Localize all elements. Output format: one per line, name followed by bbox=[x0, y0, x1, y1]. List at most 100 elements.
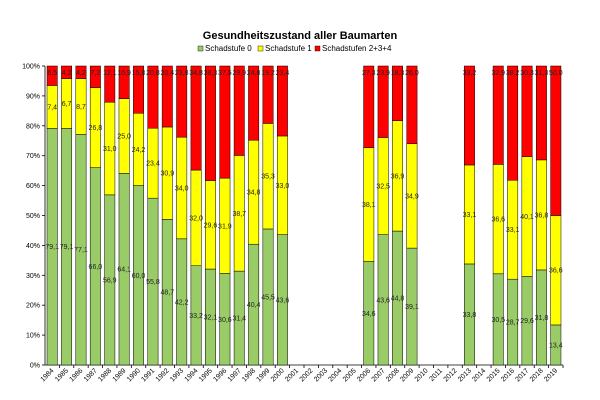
data-label: 23,9 bbox=[376, 70, 390, 77]
data-label: 42,2 bbox=[175, 299, 189, 306]
data-label: 7,2 bbox=[90, 70, 100, 77]
data-label: 31,9 bbox=[218, 223, 232, 230]
data-label: 37,5 bbox=[218, 70, 232, 77]
data-label: 23,4 bbox=[276, 70, 290, 77]
bar-segment bbox=[104, 65, 116, 103]
data-label: 45,5 bbox=[261, 294, 275, 301]
x-tick-label: 2013 bbox=[457, 367, 473, 383]
data-label: 50,0 bbox=[549, 70, 563, 77]
data-label: 43,6 bbox=[376, 297, 390, 304]
x-tick-label: 2017 bbox=[514, 367, 530, 383]
data-label: 24,8 bbox=[247, 70, 261, 77]
data-label: 31,0 bbox=[103, 146, 117, 153]
data-label: 30,6 bbox=[218, 317, 232, 324]
x-tick-label: 2003 bbox=[313, 367, 329, 383]
data-label: 31,8 bbox=[535, 315, 549, 322]
x-tick-label: 2004 bbox=[327, 367, 343, 383]
bar-segment bbox=[363, 65, 375, 148]
bar-segment bbox=[262, 65, 274, 124]
x-tick-label: 2006 bbox=[356, 367, 372, 383]
data-label: 30,5 bbox=[491, 317, 505, 324]
bar-segment bbox=[392, 65, 403, 121]
data-label: 48,7 bbox=[160, 290, 174, 297]
data-label: 26,8 bbox=[89, 125, 103, 132]
data-label: 6,7 bbox=[62, 101, 72, 108]
data-label: 7,4 bbox=[47, 104, 57, 111]
data-label: 30,9 bbox=[160, 171, 174, 178]
bar-segment bbox=[464, 65, 475, 166]
bar-segment bbox=[276, 65, 288, 137]
data-label: 36,8 bbox=[535, 212, 549, 219]
bar-segment bbox=[535, 65, 547, 161]
x-axis: 1984198519861987198819891990199119921993… bbox=[40, 364, 564, 383]
y-tick-label: 80% bbox=[26, 123, 40, 130]
x-tick-label: 1991 bbox=[140, 367, 156, 383]
x-tick-label: 2019 bbox=[543, 367, 559, 383]
data-label: 55,8 bbox=[146, 279, 160, 286]
data-label: 34,0 bbox=[175, 185, 189, 192]
data-label: 25,0 bbox=[117, 133, 131, 140]
data-label: 32,9 bbox=[491, 70, 505, 77]
bar-segment bbox=[46, 65, 58, 86]
x-tick-label: 2005 bbox=[342, 367, 358, 383]
data-label: 36,9 bbox=[391, 173, 405, 180]
bar-segment bbox=[61, 65, 73, 79]
data-label: 31,3 bbox=[535, 70, 549, 77]
data-label: 29,6 bbox=[204, 222, 218, 229]
data-label: 40,4 bbox=[247, 302, 261, 309]
bar-segment bbox=[521, 65, 533, 157]
bar-segment bbox=[219, 65, 231, 179]
data-label: 33,0 bbox=[276, 183, 290, 190]
data-label: 33,1 bbox=[506, 227, 520, 234]
x-tick-label: 2018 bbox=[529, 367, 545, 383]
legend-swatch-3 bbox=[314, 45, 321, 52]
data-label: 12,1 bbox=[103, 70, 117, 77]
bar-segment bbox=[133, 65, 144, 114]
data-label: 38,1 bbox=[362, 202, 376, 209]
data-label: 66,0 bbox=[89, 264, 103, 271]
x-tick-label: 2010 bbox=[414, 367, 430, 383]
x-tick-label: 1988 bbox=[97, 367, 113, 383]
y-tick-label: 20% bbox=[26, 303, 40, 310]
data-label: 13,4 bbox=[549, 342, 563, 349]
data-label: 30,3 bbox=[520, 70, 534, 77]
data-label: 36,6 bbox=[491, 217, 505, 224]
data-label: 34,8 bbox=[189, 70, 203, 77]
data-label: 32,0 bbox=[189, 215, 203, 222]
data-label: 24,2 bbox=[132, 147, 146, 154]
data-label: 23,4 bbox=[146, 161, 160, 168]
data-label: 36,6 bbox=[549, 268, 563, 275]
x-tick-label: 1992 bbox=[155, 367, 171, 383]
data-label: 32,5 bbox=[376, 184, 390, 191]
x-tick-label: 2001 bbox=[284, 367, 300, 383]
data-label: 60,0 bbox=[132, 273, 146, 280]
data-label: 34,6 bbox=[362, 311, 376, 318]
data-label: 23,8 bbox=[175, 70, 189, 77]
data-label: 26,0 bbox=[405, 70, 419, 77]
y-tick-label: 30% bbox=[26, 273, 40, 280]
data-label: 44,8 bbox=[391, 296, 405, 303]
data-label: 4,2 bbox=[76, 70, 86, 77]
data-label: 33,1 bbox=[463, 212, 477, 219]
bar-segment bbox=[550, 65, 562, 216]
bar-segment bbox=[248, 65, 260, 141]
bar-segment bbox=[161, 65, 173, 128]
x-tick-label: 2007 bbox=[371, 367, 387, 383]
x-tick-label: 1987 bbox=[83, 367, 99, 383]
legend-entry-3: Schadstufen 2+3+4 bbox=[322, 44, 392, 53]
data-label: 6,5 bbox=[47, 70, 57, 77]
bar-segment bbox=[233, 65, 245, 156]
x-tick-label: 1993 bbox=[169, 367, 185, 383]
bar-segment bbox=[147, 65, 159, 129]
bar-segment bbox=[507, 65, 519, 181]
y-tick-label: 60% bbox=[26, 183, 40, 190]
data-label: 33,8 bbox=[463, 312, 477, 319]
data-label: 19,2 bbox=[261, 70, 275, 77]
data-label: 32,1 bbox=[204, 315, 218, 322]
x-tick-label: 1998 bbox=[241, 367, 257, 383]
data-label: 34,9 bbox=[405, 193, 419, 200]
y-tick-label: 10% bbox=[26, 333, 40, 340]
data-label: 38,7 bbox=[232, 211, 246, 218]
x-tick-label: 2002 bbox=[299, 367, 315, 383]
legend-swatch-2 bbox=[257, 45, 264, 52]
